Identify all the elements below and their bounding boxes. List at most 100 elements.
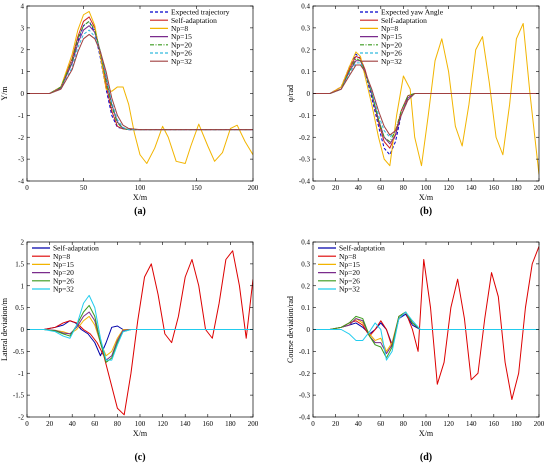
legend-label: Np=15	[53, 260, 74, 269]
y-tick-label: 1	[21, 282, 25, 290]
legend-label: Np=26	[53, 276, 74, 285]
y-tick-label: 0.4	[301, 239, 310, 247]
y-tick-label: -1	[18, 370, 24, 378]
legend-label: Np=20	[381, 40, 402, 49]
legend-label: Self-adaptation	[381, 16, 427, 25]
series-line-2	[27, 10, 253, 164]
y-tick-label: -2	[18, 414, 24, 422]
x-tick-label: 60	[91, 420, 99, 428]
legend-label: Np=20	[171, 40, 192, 49]
series-line-5	[313, 311, 539, 361]
panel-c: 0 20 40 60 80 100 120 140 160 180 200-2-1.5-1-0.50…	[0, 239, 259, 464]
y-tick-label: 0.1	[301, 304, 310, 312]
x-tick-label: 200	[534, 420, 545, 428]
x-tick-label: 80	[400, 420, 408, 428]
y-tick-label: -0.1	[299, 112, 311, 120]
x-tick-label: 60	[377, 420, 385, 428]
x-tick-label: 0	[25, 184, 29, 192]
legend-label: Np=32	[171, 57, 192, 66]
series-line-2	[27, 315, 253, 357]
y-tick-label: -0.2	[299, 134, 311, 142]
x-tick-label: 0	[25, 420, 29, 428]
y-tick-label: -4	[18, 178, 24, 186]
legend-label: Np=26	[171, 49, 192, 58]
x-axis-label: X/m	[419, 429, 434, 438]
x-tick-label: 100	[421, 184, 432, 192]
x-tick-label: 150	[191, 184, 202, 192]
plot-area	[27, 6, 253, 181]
y-tick-label: 2	[21, 239, 25, 247]
legend-label: Expected trajectory	[171, 8, 230, 17]
y-tick-label: -3	[18, 156, 24, 164]
x-tick-label: 140	[466, 420, 477, 428]
x-tick-label: 180	[511, 420, 522, 428]
panel-a: 0 50 100 150 200 -4 -3 -2 -1 0 1 2 3 4 X/m Y/m Expected …	[0, 3, 259, 218]
series-group	[27, 10, 253, 164]
panel-label: (a)	[134, 206, 146, 217]
x-tick-label: 140	[180, 420, 191, 428]
y-axis-label: φ/rad	[286, 85, 295, 102]
x-tick-label: 100	[135, 420, 146, 428]
y-tick-label: -0.3	[299, 392, 311, 400]
x-tick-label: 120	[443, 184, 454, 192]
y-tick-label: 0.3	[301, 260, 310, 268]
y-tick-label: 0.5	[15, 304, 24, 312]
series-line-4	[313, 311, 539, 359]
legend: Expected trajectorySelf-adaptationNp=8Np…	[150, 8, 230, 66]
panel-b: 0 20 40 60 80 100 120 140 160 180 200 -0.4 -0.3 -0.2 -…	[286, 3, 545, 218]
y-tick-label: -0.5	[13, 348, 25, 356]
series-line-1	[27, 250, 253, 416]
x-tick-label: 100	[421, 420, 432, 428]
series-line-1	[313, 246, 539, 400]
legend-label: Np=32	[53, 285, 74, 294]
legend-label: Np=8	[171, 24, 188, 33]
x-tick-label: 80	[114, 420, 122, 428]
x-tick-label: 50	[80, 184, 88, 192]
x-tick-label: 180	[225, 420, 236, 428]
series-line-6	[313, 64, 539, 136]
y-axis-label: Course deviation/rad	[286, 296, 295, 363]
y-tick-label: 0	[307, 90, 311, 98]
legend-label: Np=26	[339, 276, 360, 285]
legend-label: Np=15	[381, 32, 402, 41]
x-tick-label: 40	[69, 420, 77, 428]
x-tick-label: 40	[355, 184, 363, 192]
x-tick-label: 80	[400, 184, 408, 192]
series-line-0	[27, 320, 253, 357]
x-tick-label: 100	[135, 184, 146, 192]
x-tick-label: 120	[157, 420, 168, 428]
x-tick-label: 20	[332, 420, 340, 428]
legend-label: Np=15	[339, 260, 360, 269]
y-tick-label: 0.3	[301, 24, 310, 32]
y-tick-label: 0.2	[301, 46, 310, 54]
y-tick-label: 1	[21, 68, 25, 76]
y-tick-label: 2	[21, 46, 25, 54]
y-tick-label: -0.2	[299, 370, 311, 378]
y-tick-label: 0	[21, 90, 25, 98]
y-tick-label: 0.2	[301, 282, 310, 290]
x-axis-label: X/m	[419, 193, 434, 202]
series-group	[313, 246, 539, 400]
y-axis-label: Lateral deviation/m	[0, 297, 9, 361]
y-tick-label: -0.4	[299, 178, 311, 186]
legend-label: Np=20	[339, 268, 360, 277]
y-tick-label: 0	[21, 326, 25, 334]
x-tick-label: 180	[511, 184, 522, 192]
panel-label: (d)	[420, 452, 432, 463]
x-tick-label: 120	[443, 420, 454, 428]
legend-label: Np=8	[339, 252, 356, 261]
y-tick-label: 4	[21, 3, 25, 11]
x-tick-label: 60	[377, 184, 385, 192]
legend-label: Np=26	[381, 49, 402, 58]
legend-label: Self-adaptation	[53, 244, 99, 253]
legend-label: Np=8	[53, 252, 70, 261]
series-line-2	[313, 23, 539, 175]
series-group	[27, 250, 253, 416]
legend-label: Np=32	[339, 285, 360, 294]
series-line-5	[27, 294, 253, 361]
legend-label: Np=15	[171, 32, 192, 41]
panel-label: (c)	[134, 452, 145, 463]
x-tick-label: 40	[355, 420, 363, 428]
